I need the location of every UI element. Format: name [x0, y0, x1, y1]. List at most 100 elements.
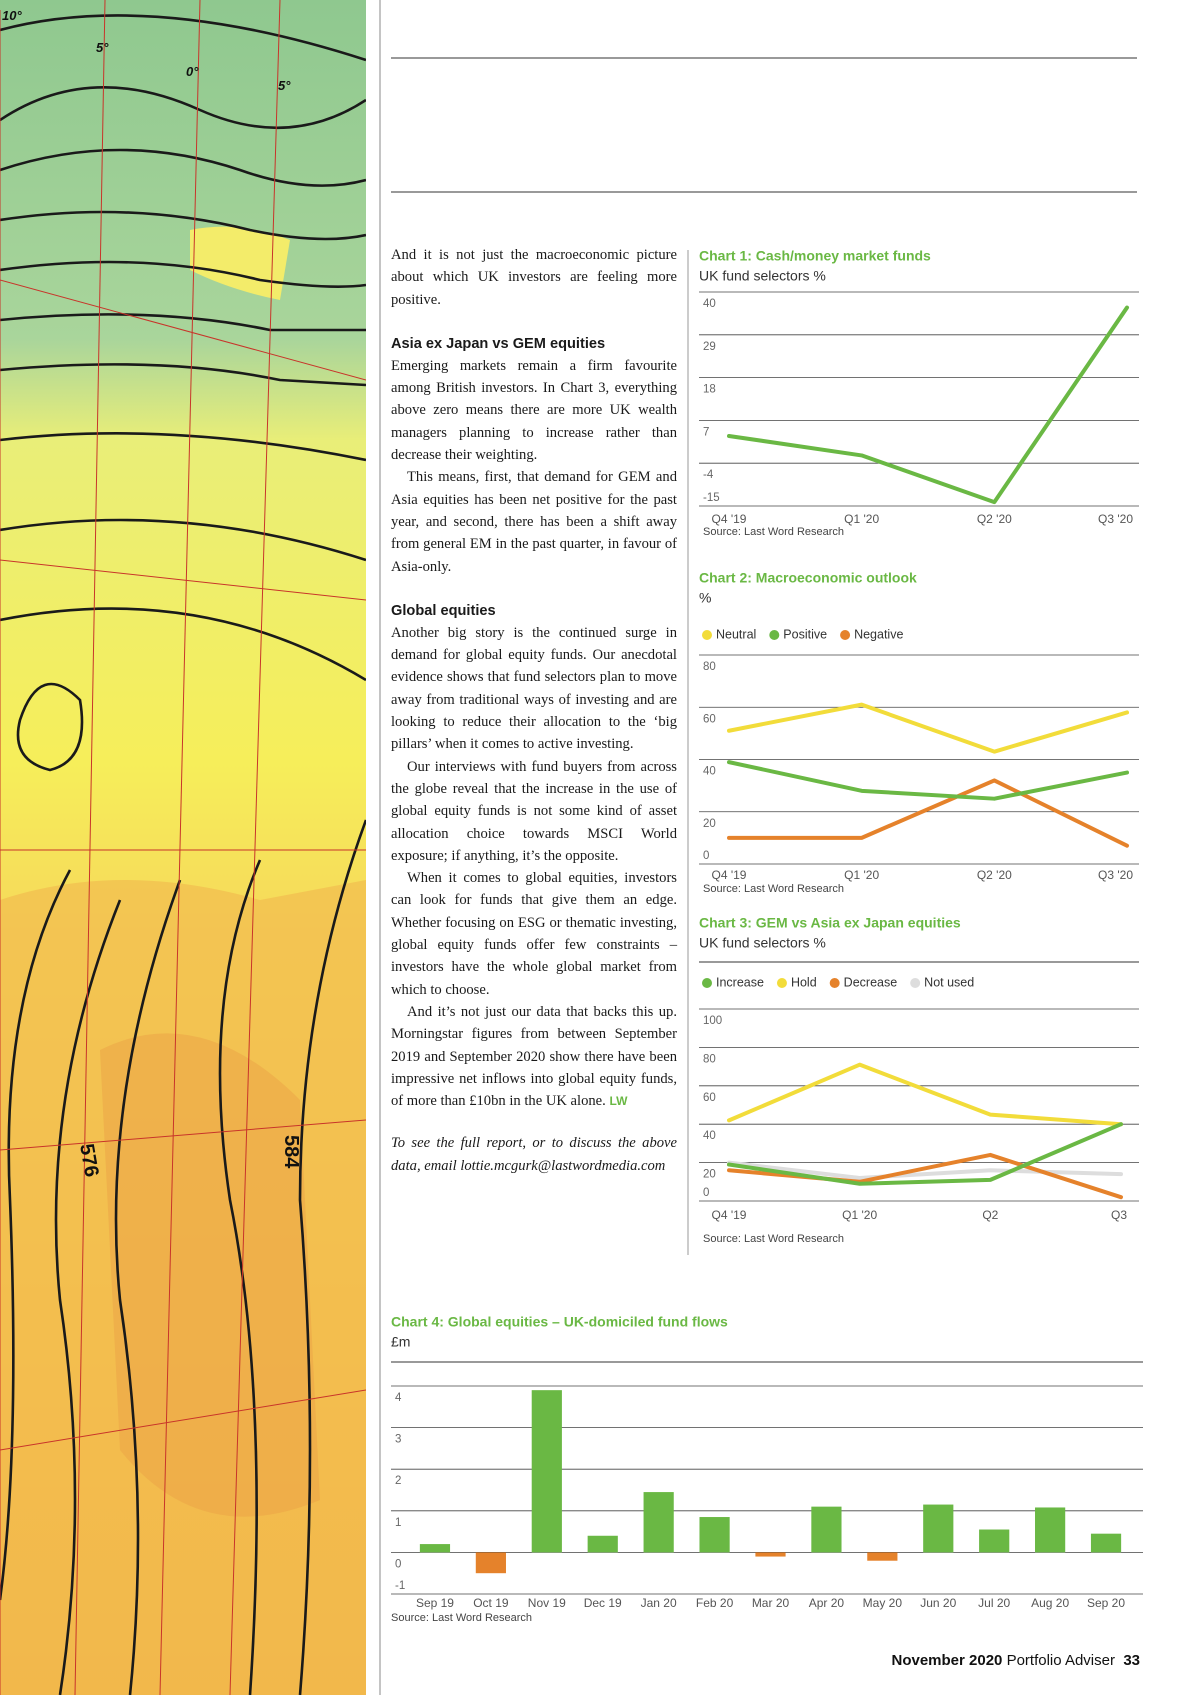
- chart-source: Source: Last Word Research: [703, 883, 844, 895]
- subheading: Asia ex Japan vs GEM equities: [391, 335, 606, 352]
- series-line: [727, 702, 1129, 754]
- series-line: [727, 760, 1129, 801]
- y-tick-label: 60: [703, 1092, 716, 1104]
- paragraph: And it is not just the macroeconomic pic…: [391, 247, 677, 308]
- bar: [811, 1506, 842, 1553]
- x-tick-label: Q4 '19: [712, 868, 747, 882]
- bar: [867, 1552, 898, 1561]
- x-tick-label: Apr 20: [809, 1596, 845, 1610]
- x-tick-label: Q2 '20: [977, 868, 1012, 882]
- bar: [643, 1492, 674, 1553]
- bar: [699, 1517, 730, 1553]
- weather-map: 10° 5° 0° 5° 576 584: [0, 0, 366, 1695]
- x-tick-label: Sep 19: [416, 1596, 454, 1610]
- x-tick-label: Oct 19: [473, 1596, 509, 1610]
- chart-subtitle: UK fund selectors %: [699, 268, 826, 284]
- chart-source: Source: Last Word Research: [703, 1233, 844, 1245]
- footnote: To see the full report, or to discuss th…: [391, 1135, 677, 1174]
- chart: Chart 3: GEM vs Asia ex Japan equities UK…: [699, 915, 1139, 1245]
- x-tick-label: Q3: [1111, 1208, 1127, 1222]
- series-line: [727, 1062, 1123, 1127]
- x-tick-label: Sep 20: [1087, 1596, 1125, 1610]
- x-tick-label: Dec 19: [584, 1596, 622, 1610]
- y-tick-label: 60: [703, 713, 716, 725]
- chart: Chart 2: Macroeconomic outlook% 80 60 40 20 0…: [699, 570, 1139, 895]
- x-tick-label: Q1 '20: [842, 1208, 877, 1222]
- x-tick-label: Q3 '20: [1098, 512, 1133, 526]
- y-tick-label: 40: [703, 298, 716, 310]
- y-tick-label: 1: [395, 1517, 401, 1529]
- y-tick-label: 0: [703, 1187, 709, 1199]
- y-tick-label: 29: [703, 341, 716, 353]
- x-tick-label: Jan 20: [641, 1596, 677, 1610]
- x-tick-label: Jul 20: [978, 1596, 1010, 1610]
- legend-label: Increase: [716, 975, 764, 989]
- x-tick-label: Nov 19: [528, 1596, 566, 1610]
- y-tick-label: -4: [703, 469, 714, 481]
- x-tick-label: Jun 20: [920, 1596, 956, 1610]
- y-tick-label: 80: [703, 661, 716, 673]
- y-tick-label: 40: [703, 766, 716, 778]
- bar: [923, 1504, 954, 1553]
- page-number: 33: [1123, 1652, 1140, 1669]
- chart-subtitle: £m: [391, 1334, 410, 1350]
- map-label: 0°: [186, 64, 199, 79]
- subheading: Global equities: [391, 602, 496, 619]
- chart-subtitle: %: [699, 590, 711, 606]
- legend-label: Decrease: [844, 975, 898, 989]
- legend-label: Hold: [791, 975, 817, 989]
- chart-source: Source: Last Word Research: [703, 526, 844, 538]
- paragraph-text: And it’s not just our data that backs th…: [391, 1003, 677, 1110]
- paragraph: When it comes to global equities, invest…: [391, 870, 677, 998]
- legend-swatch: [702, 630, 712, 640]
- x-tick-label: Aug 20: [1031, 1596, 1069, 1610]
- bar: [587, 1535, 618, 1553]
- bar: [475, 1552, 506, 1574]
- bar: [755, 1552, 786, 1557]
- legend-swatch: [769, 630, 780, 640]
- y-tick-label: 20: [703, 1169, 716, 1181]
- chart-title: Chart 2: Macroeconomic outlook: [699, 570, 917, 586]
- signoff: LW: [609, 1094, 628, 1109]
- x-tick-label: May 20: [863, 1596, 903, 1610]
- x-tick-label: Q4 '19: [712, 1208, 747, 1222]
- series-line: [727, 305, 1129, 505]
- legend-swatch: [702, 978, 712, 988]
- chart: Chart 1: Cash/money market funds UK fund …: [699, 248, 1139, 538]
- x-tick-label: Q2 '20: [977, 512, 1012, 526]
- y-tick-label: 100: [703, 1015, 722, 1027]
- map-label: 584: [280, 1135, 302, 1169]
- chart-subtitle: UK fund selectors %: [699, 935, 826, 951]
- bar: [979, 1529, 1010, 1553]
- page-rules: [379, 0, 1137, 1695]
- legend-swatch: [840, 630, 851, 640]
- y-tick-label: 40: [703, 1130, 716, 1142]
- series-line: [727, 1160, 1123, 1180]
- legend-label: Negative: [854, 627, 903, 641]
- paragraph: Another big story is the continued surge…: [391, 624, 677, 753]
- series-line: [727, 1122, 1123, 1186]
- footer-date: November 2020: [891, 1652, 1003, 1669]
- paragraph: This means, first, that demand for GEM a…: [391, 469, 677, 575]
- x-tick-label: Q2: [982, 1208, 998, 1222]
- series-line: [727, 778, 1129, 848]
- y-tick-label: 0: [395, 1558, 401, 1570]
- footer-publication: Portfolio Adviser: [1006, 1652, 1115, 1669]
- graticule: [0, 0, 366, 1695]
- bar: [419, 1544, 451, 1553]
- chart-title: Chart 1: Cash/money market funds: [699, 248, 931, 264]
- map-label: 5°: [96, 40, 109, 55]
- y-tick-label: 4: [395, 1392, 402, 1404]
- bar: [1090, 1533, 1122, 1553]
- chart-source: Source: Last Word Research: [391, 1612, 532, 1624]
- bar: [531, 1390, 562, 1553]
- paragraph: Emerging markets remain a firm favourite…: [391, 357, 677, 464]
- y-tick-label: 7: [703, 426, 709, 438]
- legend-swatch: [829, 978, 840, 988]
- map-patch: [100, 1033, 320, 1517]
- x-tick-label: Q4 '19: [712, 512, 747, 526]
- footer: November 2020 Portfolio Adviser 33: [892, 1652, 1141, 1669]
- y-tick-label: 18: [703, 384, 716, 396]
- y-tick-label: 0: [703, 850, 709, 862]
